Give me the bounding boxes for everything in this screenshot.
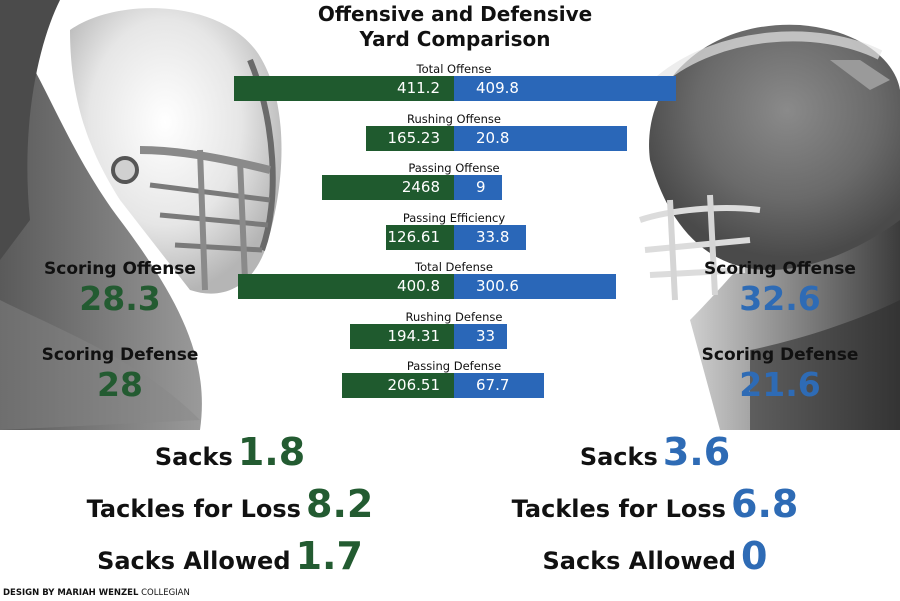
left-tackles-for-loss-stat: Tackles for Loss 8.2 [30,482,430,526]
bar-left-value-passing-defense: 206.51 [387,376,441,394]
right-tackles-for-loss-label: Tackles for Loss [511,495,726,523]
left-tackles-for-loss-value: 8.2 [306,482,374,526]
bar-right-total-offense: 409.8 [454,76,676,101]
left-sacks-allowed-stat: Sacks Allowed 1.7 [30,534,430,578]
bar-category-label-total-offense: Total Offense [416,62,492,76]
right-sacks-allowed-value: 0 [741,534,768,578]
bar-right-passing-offense: 9 [454,175,502,200]
left-sacks-allowed-label: Sacks Allowed [97,547,291,575]
right-tackles-for-loss-value: 6.8 [731,482,799,526]
right-scoring-defense-value: 21.6 [739,365,821,404]
bar-right-value-total-defense: 300.6 [476,277,519,295]
left-scoring-offense-value: 28.3 [79,279,161,318]
bar-left-value-rushing-defense: 194.31 [387,326,441,345]
right-scoring-offense-value: 32.6 [739,279,821,318]
bar-category-label-passing-efficiency: Passing Efficiency [402,210,506,225]
design-credit-publication: COLLEGIAN [141,588,190,598]
right-sacks-stat: Sacks 3.6 [455,430,855,474]
design-credit-name: DESIGN BY MARIAH WENZEL [3,588,139,598]
left-sacks-value: 1.8 [237,430,306,474]
bar-left-passing-efficiency: 126.61 [386,224,454,250]
bar-right-value-rushing-defense: 33 [476,326,496,345]
right-scoring-defense-label: Scoring Defense [701,345,859,365]
left-tackles-for-loss-label: Tackles for Loss [86,495,301,523]
bar-right-value-rushing-offense: 20.8 [476,128,510,147]
right-scoring-offense-label: Scoring Offense [704,259,856,279]
right-sacks-allowed-stat: Sacks Allowed 0 [455,534,855,578]
bar-left-rushing-offense: 165.23 [366,125,454,151]
chart-title-line-2: Yard Comparison [359,27,551,51]
left-helmet-illustration [0,0,282,430]
bar-left-value-total-defense: 400.8 [397,277,440,295]
right-sacks-allowed-label: Sacks Allowed [542,547,736,575]
chart-title-line-1: Offensive and Defensive [317,2,593,26]
left-scoring-offense-label: Scoring Offense [44,259,196,279]
bar-category-label-passing-offense: Passing Offense [408,161,500,175]
design-credit: DESIGN BY MARIAH WENZEL COLLEGIAN [3,588,190,598]
left-sacks-allowed-value: 1.7 [295,534,363,578]
bar-left-passing-offense: 2468 [322,175,454,200]
bar-right-total-defense: 300.6 [454,274,616,299]
bar-category-label-rushing-defense: Rushing Defense [405,309,503,324]
right-sacks-label: Sacks [579,443,658,471]
bar-right-passing-efficiency: 33.8 [454,224,526,250]
bar-right-value-passing-efficiency: 33.8 [476,227,510,246]
bar-left-total-defense: 400.8 [238,274,454,299]
left-scoring-defense-label: Scoring Defense [41,345,199,365]
right-tackles-for-loss-stat: Tackles for Loss 6.8 [455,482,855,526]
bar-category-label-total-defense: Total Defense [415,260,493,274]
bar-right-rushing-offense: 20.8 [454,125,627,151]
bar-right-value-passing-offense: 9 [476,178,486,196]
right-helmet-illustration [639,24,900,430]
bar-left-value-total-offense: 411.2 [397,79,440,97]
bar-right-passing-defense: 67.7 [454,373,544,398]
bar-category-label-rushing-offense: Rushing Offense [407,111,501,126]
left-sacks-label: Sacks [154,443,233,471]
bar-right-rushing-defense: 33 [454,323,507,349]
bar-left-rushing-defense: 194.31 [350,323,454,349]
left-scoring-defense-value: 28 [97,365,143,404]
bar-right-value-passing-defense: 67.7 [476,376,510,394]
bar-category-label-passing-defense: Passing Defense [406,359,502,373]
bar-right-value-total-offense: 409.8 [476,79,519,97]
left-sacks-stat: Sacks 1.8 [30,430,430,474]
bar-left-passing-defense: 206.51 [342,373,454,398]
bar-left-value-passing-efficiency: 126.61 [387,227,441,246]
right-sacks-value: 3.6 [662,430,731,474]
bar-left-value-rushing-offense: 165.23 [387,128,441,147]
bar-left-total-offense: 411.2 [234,76,454,101]
bar-left-value-passing-offense: 2468 [401,178,440,196]
